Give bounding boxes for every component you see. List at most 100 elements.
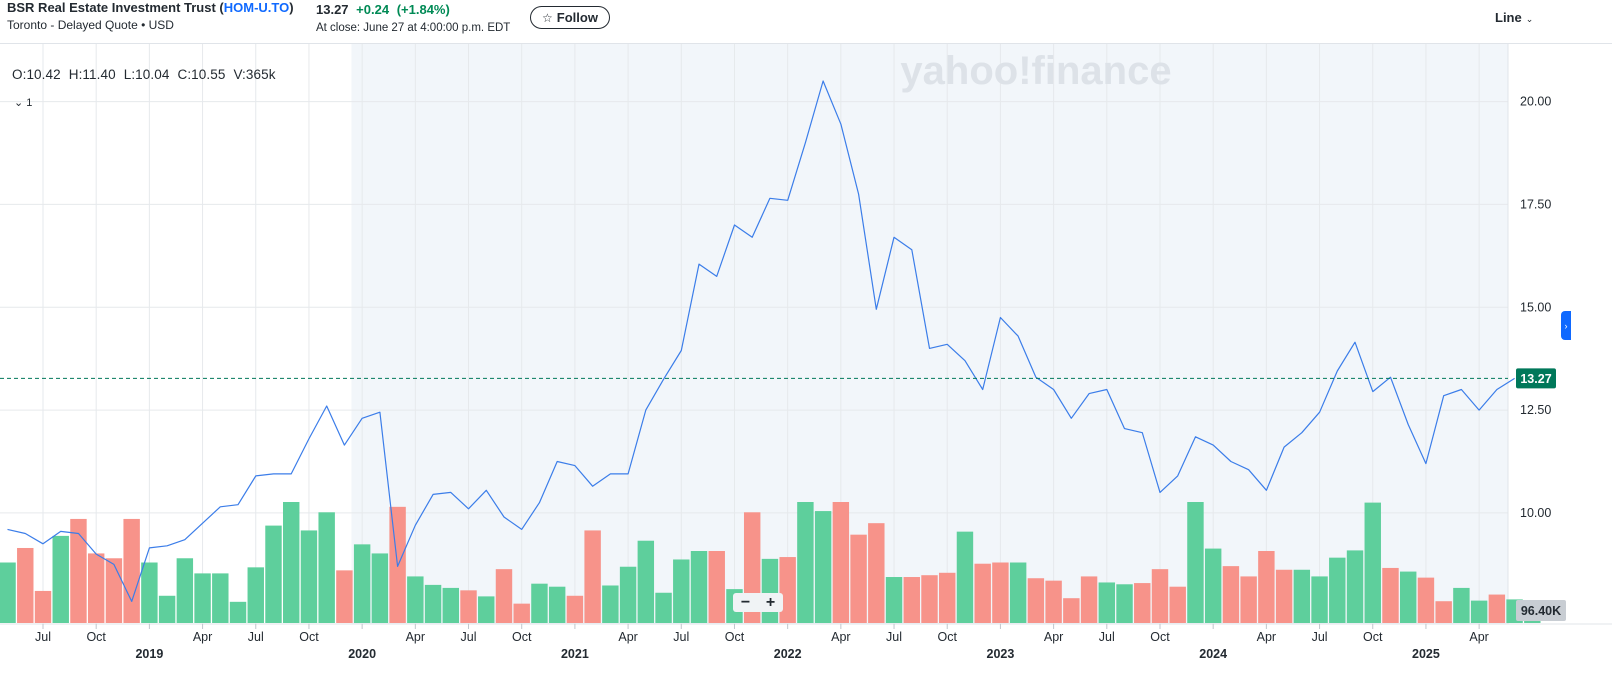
volume-bar <box>566 595 584 623</box>
volume-bar <box>1151 569 1169 623</box>
zoom-out-button[interactable]: − <box>740 594 751 611</box>
ohlc-high: H:11.40 <box>68 67 116 82</box>
volume-bar <box>300 530 318 623</box>
volume-bar <box>141 562 158 623</box>
x-tick-label: Oct <box>299 630 319 644</box>
volume-bar <box>779 557 796 623</box>
volume-bar <box>158 595 176 623</box>
volume-bar <box>992 562 1009 623</box>
x-tick-label: Jul <box>35 630 51 644</box>
chevron-down-icon: ⌄ <box>1525 14 1534 24</box>
volume-bar <box>495 569 513 623</box>
volume-bar <box>1417 577 1435 623</box>
y-tick-label: 12.50 <box>1520 403 1551 417</box>
volume-bar <box>318 512 335 623</box>
follow-button[interactable]: ☆ Follow <box>530 6 610 29</box>
volume-bar <box>123 518 140 623</box>
study-toggle[interactable]: ⌄ 1 <box>14 96 32 109</box>
volume-bar <box>1293 569 1311 623</box>
volume-bar <box>1470 600 1488 623</box>
x-tick-label: Jul <box>248 630 264 644</box>
x-tick-label: 2023 <box>987 647 1015 661</box>
price-line <box>7 80 1515 603</box>
volume-bar <box>797 502 814 623</box>
volume-bar <box>637 540 655 623</box>
volume-bar <box>584 530 601 623</box>
zoom-in-button[interactable]: + <box>765 594 776 611</box>
volume-bar <box>1382 567 1399 623</box>
volume-bar <box>1204 548 1222 623</box>
volume-bar <box>1116 584 1133 623</box>
volume-bar <box>229 601 247 623</box>
volume-bar <box>212 573 229 623</box>
x-tick-label: 2025 <box>1412 647 1440 661</box>
volume-bar <box>921 575 938 623</box>
volume-bar <box>868 523 885 623</box>
chart-type-select[interactable]: Line ⌄ <box>1495 10 1533 25</box>
price-change-pct: (+1.84%) <box>396 2 450 17</box>
x-tick-label: Apr <box>193 630 212 644</box>
x-tick-label: 2022 <box>774 647 802 661</box>
side-panel-tab[interactable]: › <box>1561 311 1571 340</box>
x-tick-label: Apr <box>1469 630 1488 644</box>
volume-bar <box>1134 583 1151 623</box>
volume-bar <box>87 553 105 623</box>
volume-bar <box>1240 576 1257 623</box>
chevron-down-icon: ⌄ <box>14 97 24 109</box>
volume-bar <box>353 544 371 623</box>
price-chart[interactable]: yahoo!finance 10.0012.5015.0017.5020.00 … <box>0 44 1612 677</box>
volume-bar <box>105 558 123 623</box>
volume-bar <box>513 603 530 623</box>
volume-bar <box>1045 580 1062 623</box>
volume-bar <box>247 567 264 623</box>
study-count: 1 <box>26 97 33 109</box>
volume-bar <box>460 590 477 623</box>
volume-bar <box>1027 578 1045 623</box>
follow-label: Follow <box>556 10 598 25</box>
volume-bar <box>17 547 34 623</box>
volume-bar <box>1488 594 1506 623</box>
volume-bar <box>1098 582 1116 623</box>
last-price-badge <box>1516 368 1556 389</box>
x-tick-label: Oct <box>512 630 532 644</box>
volume-bar <box>761 558 779 623</box>
volume-bar <box>1222 566 1240 623</box>
volume-bar <box>1346 550 1364 623</box>
x-tick-label: Oct <box>938 630 958 644</box>
volume-bar <box>1063 598 1080 623</box>
volume-bar <box>690 551 708 623</box>
volume-bar <box>1399 571 1417 623</box>
last-price: 13.27 <box>316 2 349 17</box>
y-tick-label: 20.00 <box>1520 95 1551 109</box>
chart-type-label: Line <box>1495 10 1522 25</box>
volume-badge-label: 96.40K <box>1521 604 1561 618</box>
x-tick-label: Apr <box>831 630 850 644</box>
volume-badge <box>1516 600 1566 621</box>
volume-bar <box>70 518 87 623</box>
volume-bar <box>1169 586 1186 623</box>
axis-badges: 13.27 96.40K <box>1516 368 1566 621</box>
x-tick-label: Apr <box>1257 630 1276 644</box>
volume-bar <box>655 592 672 623</box>
ohlc-volume: V:365k <box>233 67 276 82</box>
y-tick-label: 17.50 <box>1520 197 1551 211</box>
company-name: BSR Real Estate Investment Trust ( <box>7 0 224 15</box>
ohlc-open: O:10.42 <box>12 67 61 82</box>
volume-bar <box>1329 557 1346 623</box>
ticker-link[interactable]: HOM-U.TO <box>223 0 290 15</box>
x-tick-label: Jul <box>1312 630 1328 644</box>
volume-bar <box>885 577 903 623</box>
x-tick-label: Jul <box>673 630 689 644</box>
y-tick-label: 10.00 <box>1520 506 1551 520</box>
volume-bar <box>1364 502 1381 623</box>
x-tick-label: Apr <box>618 630 637 644</box>
volume-bar <box>52 535 69 623</box>
volume-bar <box>708 551 725 623</box>
volume-bar <box>1453 587 1470 623</box>
volume-bar <box>0 562 16 623</box>
x-tick-label: Oct <box>725 630 745 644</box>
x-tick-label: Oct <box>1363 630 1383 644</box>
x-tick-label: 2024 <box>1199 647 1227 661</box>
close-info: At close: June 27 at 4:00:00 p.m. EDT <box>316 22 511 34</box>
x-tick-label: 2021 <box>561 647 589 661</box>
